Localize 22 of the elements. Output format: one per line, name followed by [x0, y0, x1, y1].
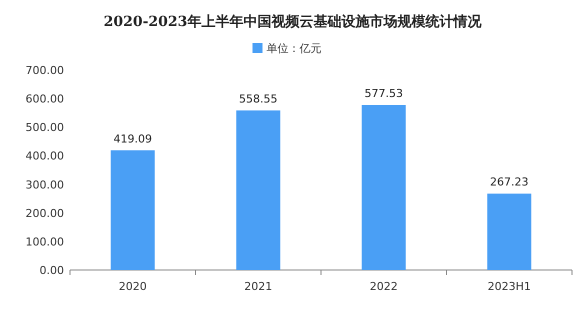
chart-title: 2020-2023年上半年中国视频云基础设施市场规模统计情况 [104, 13, 482, 30]
bar [236, 110, 280, 270]
data-label: 558.55 [239, 92, 278, 106]
bar [362, 104, 406, 270]
bar [487, 194, 532, 270]
x-tick-label: 2023H1 [488, 280, 531, 293]
x-tick-label: 2021 [244, 280, 272, 293]
x-tick-label: 2020 [118, 280, 147, 293]
legend-label: 单位：亿元 [266, 42, 322, 55]
y-tick-label: 600.00 [26, 92, 64, 106]
x-tick-label: 2022 [370, 280, 398, 293]
y-tick-label: 100.00 [26, 235, 64, 248]
y-tick-label: 700.00 [26, 64, 64, 77]
data-label: 577.53 [364, 86, 403, 100]
bar [110, 150, 155, 270]
y-tick-label: 200.00 [26, 206, 64, 220]
y-tick-label: 400.00 [26, 150, 64, 163]
y-tick-label: 500.00 [26, 121, 64, 134]
y-tick-label: 300.00 [26, 178, 64, 192]
y-tick-label: 0.00 [40, 264, 64, 277]
data-label: 419.09 [114, 132, 152, 146]
data-label: 267.23 [490, 176, 528, 189]
